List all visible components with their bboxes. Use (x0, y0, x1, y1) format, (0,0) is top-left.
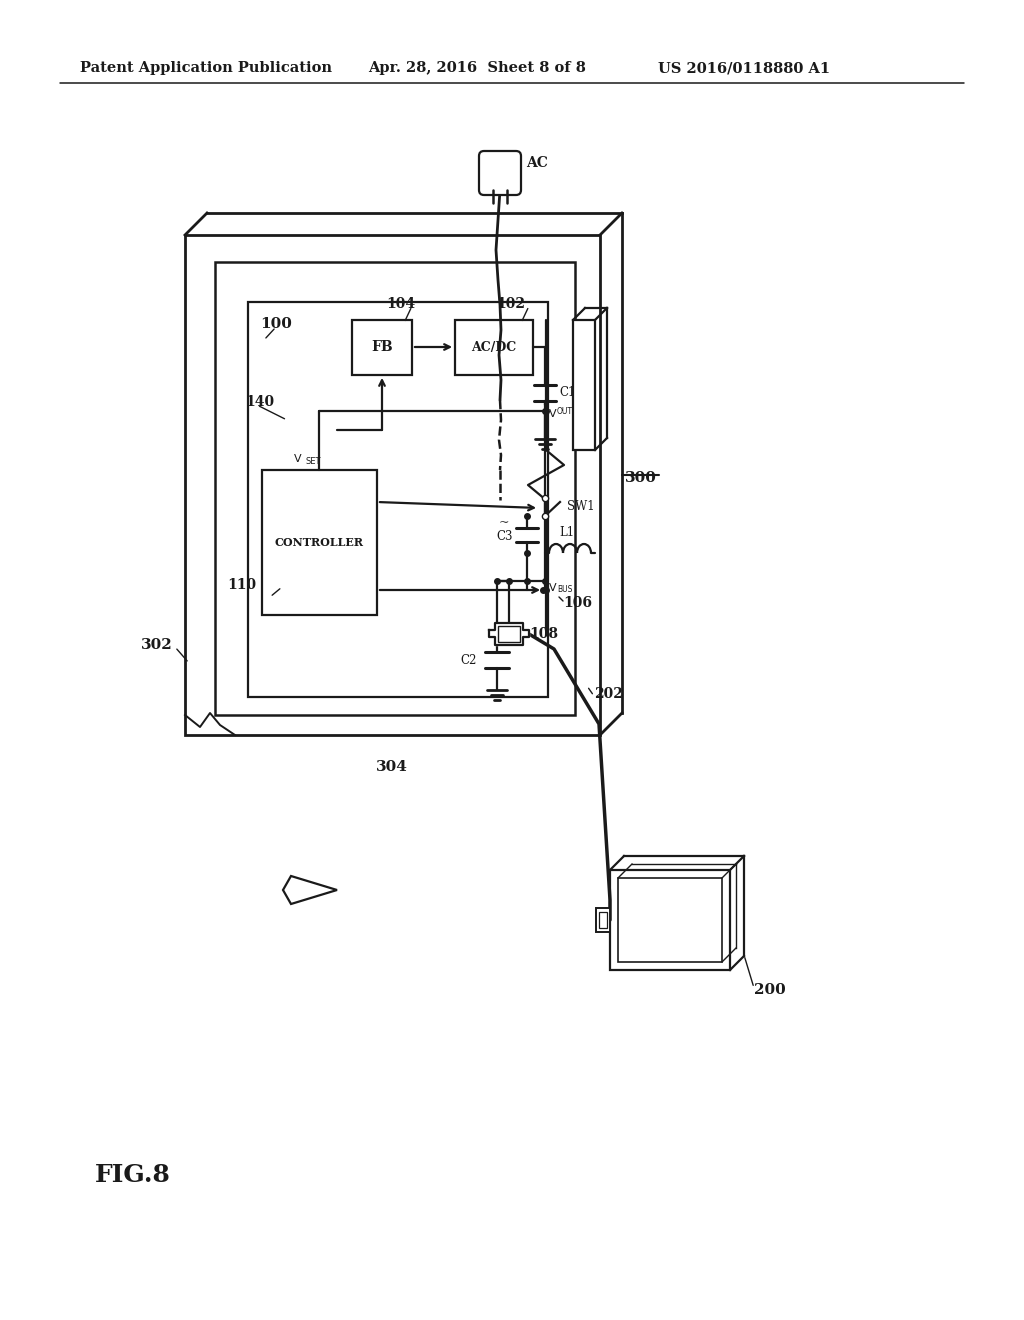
Text: C2: C2 (461, 653, 477, 667)
Text: 106: 106 (563, 597, 592, 610)
Text: FIG.8: FIG.8 (95, 1163, 171, 1187)
Text: 110: 110 (227, 578, 256, 591)
Bar (599, 912, 607, 928)
Bar (610, 870, 730, 970)
Text: AC/DC: AC/DC (471, 341, 517, 354)
Bar (185, 235, 600, 735)
Text: OUT: OUT (557, 407, 573, 416)
Polygon shape (489, 623, 529, 645)
Text: 202: 202 (594, 686, 623, 701)
Text: FB: FB (371, 341, 393, 354)
FancyBboxPatch shape (479, 150, 521, 195)
Bar (352, 319, 412, 375)
Polygon shape (283, 876, 337, 904)
Bar (248, 302, 548, 697)
Text: V: V (294, 454, 302, 465)
Text: 104: 104 (386, 297, 415, 312)
Text: 304: 304 (376, 760, 408, 774)
Text: 140: 140 (245, 395, 274, 409)
Text: US 2016/0118880 A1: US 2016/0118880 A1 (658, 61, 830, 75)
Text: BUS: BUS (557, 585, 572, 594)
Bar (262, 470, 377, 615)
Text: Apr. 28, 2016  Sheet 8 of 8: Apr. 28, 2016 Sheet 8 of 8 (368, 61, 586, 75)
Text: 102: 102 (496, 297, 525, 312)
Text: L1: L1 (559, 527, 574, 540)
Text: Patent Application Publication: Patent Application Publication (80, 61, 332, 75)
Bar (498, 626, 520, 642)
Bar (215, 261, 575, 715)
Text: SET: SET (305, 457, 321, 466)
Bar (455, 319, 534, 375)
Text: 108: 108 (529, 627, 558, 642)
Bar (596, 908, 610, 932)
Text: AC: AC (526, 156, 548, 170)
Text: SW1: SW1 (567, 499, 595, 512)
Text: 302: 302 (141, 638, 173, 652)
Text: ~: ~ (499, 516, 509, 529)
Text: 100: 100 (260, 317, 292, 331)
Bar (573, 319, 595, 450)
Text: C3: C3 (497, 531, 513, 544)
Text: V: V (549, 583, 557, 593)
Text: C1: C1 (559, 387, 575, 400)
Text: 200: 200 (754, 983, 785, 997)
Text: V: V (549, 409, 557, 418)
Text: 300: 300 (625, 471, 656, 484)
Text: CONTROLLER: CONTROLLER (274, 536, 364, 548)
Bar (618, 878, 722, 962)
